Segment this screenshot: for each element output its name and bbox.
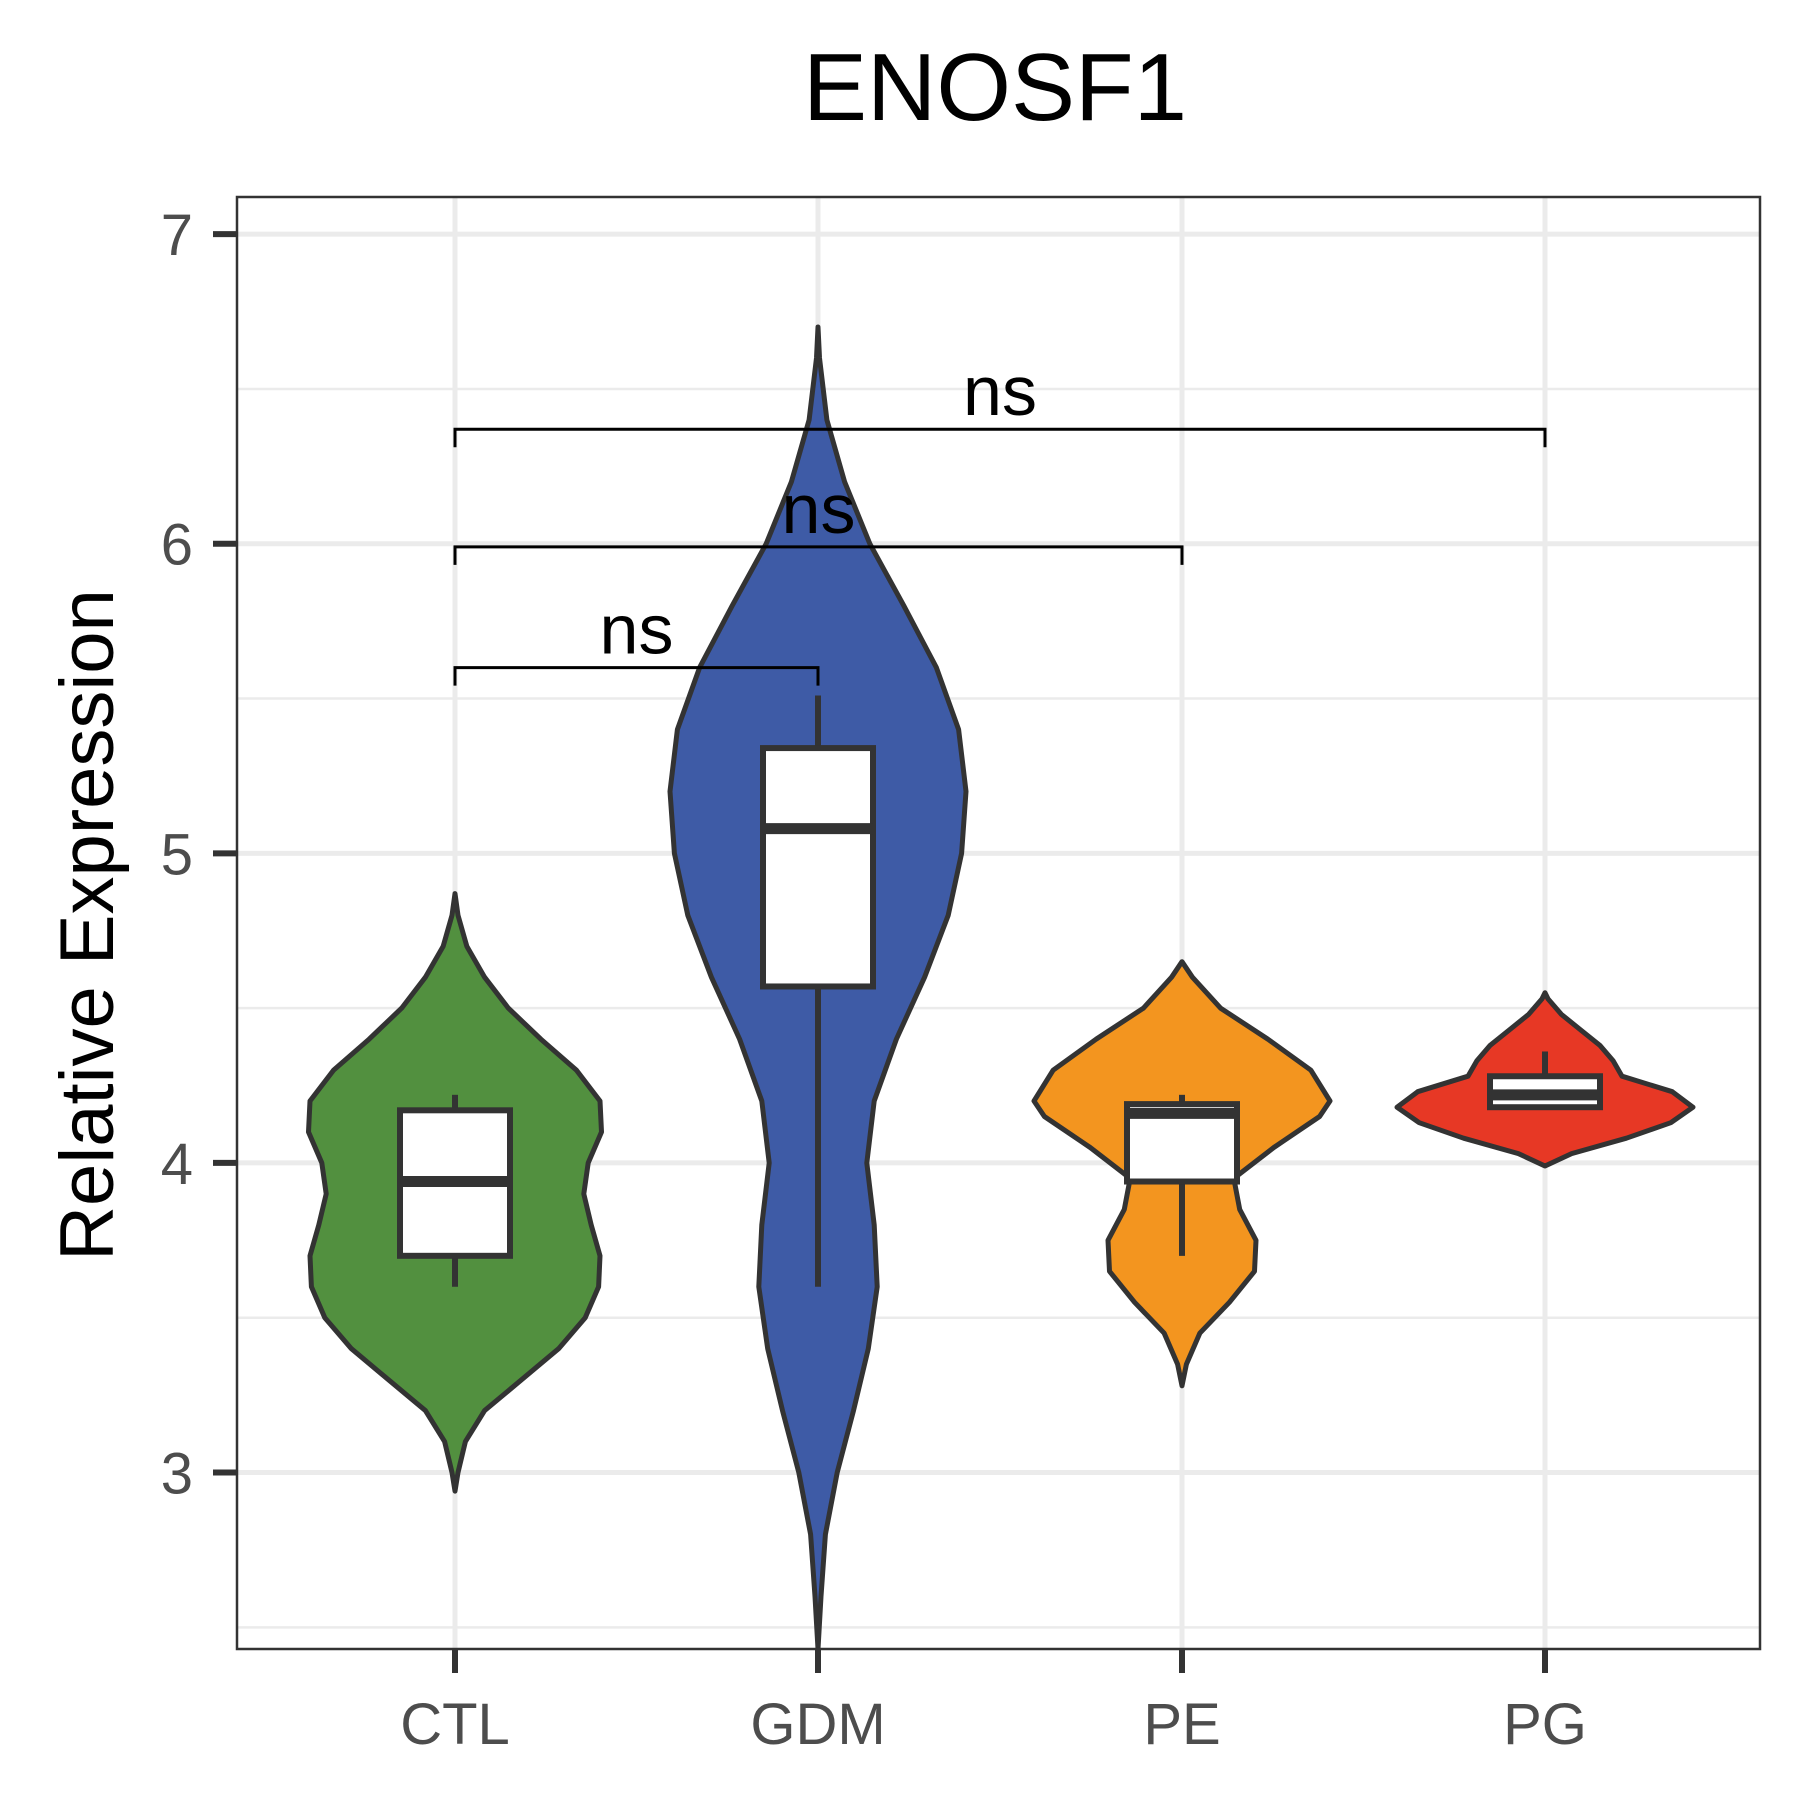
boxplots (397, 695, 1603, 1287)
y-axis-label: Relative Expression (45, 589, 130, 1261)
comparison-bracket-3 (453, 427, 1547, 448)
comparison-label-2: ns (782, 470, 856, 548)
x-tick-label: PE (1143, 1692, 1220, 1757)
comparison-bracket-2 (453, 545, 1184, 565)
x-tick-label: PG (1503, 1692, 1587, 1757)
chart-title: ENOSF1 (803, 34, 1187, 141)
x-tick-label: CTL (400, 1692, 510, 1757)
box-gdm (760, 745, 876, 990)
y-tick-label: 5 (161, 822, 193, 887)
axes: 3 4 5 6 7 CTL GDM PE PG (161, 203, 1587, 1757)
y-tick-label: 6 (161, 513, 193, 578)
comparison-bracket-1 (453, 666, 820, 686)
y-tick-label: 4 (161, 1132, 193, 1197)
y-tick-label: 3 (161, 1442, 193, 1507)
comparison-label-3: ns (963, 352, 1037, 430)
y-tick-label: 7 (161, 203, 193, 268)
plot-panel-border (235, 195, 1762, 1651)
x-tick-label: GDM (750, 1692, 885, 1757)
comparison-label-1: ns (600, 591, 674, 669)
significance-brackets: ns ns ns (453, 352, 1547, 686)
violins (306, 324, 1696, 1652)
